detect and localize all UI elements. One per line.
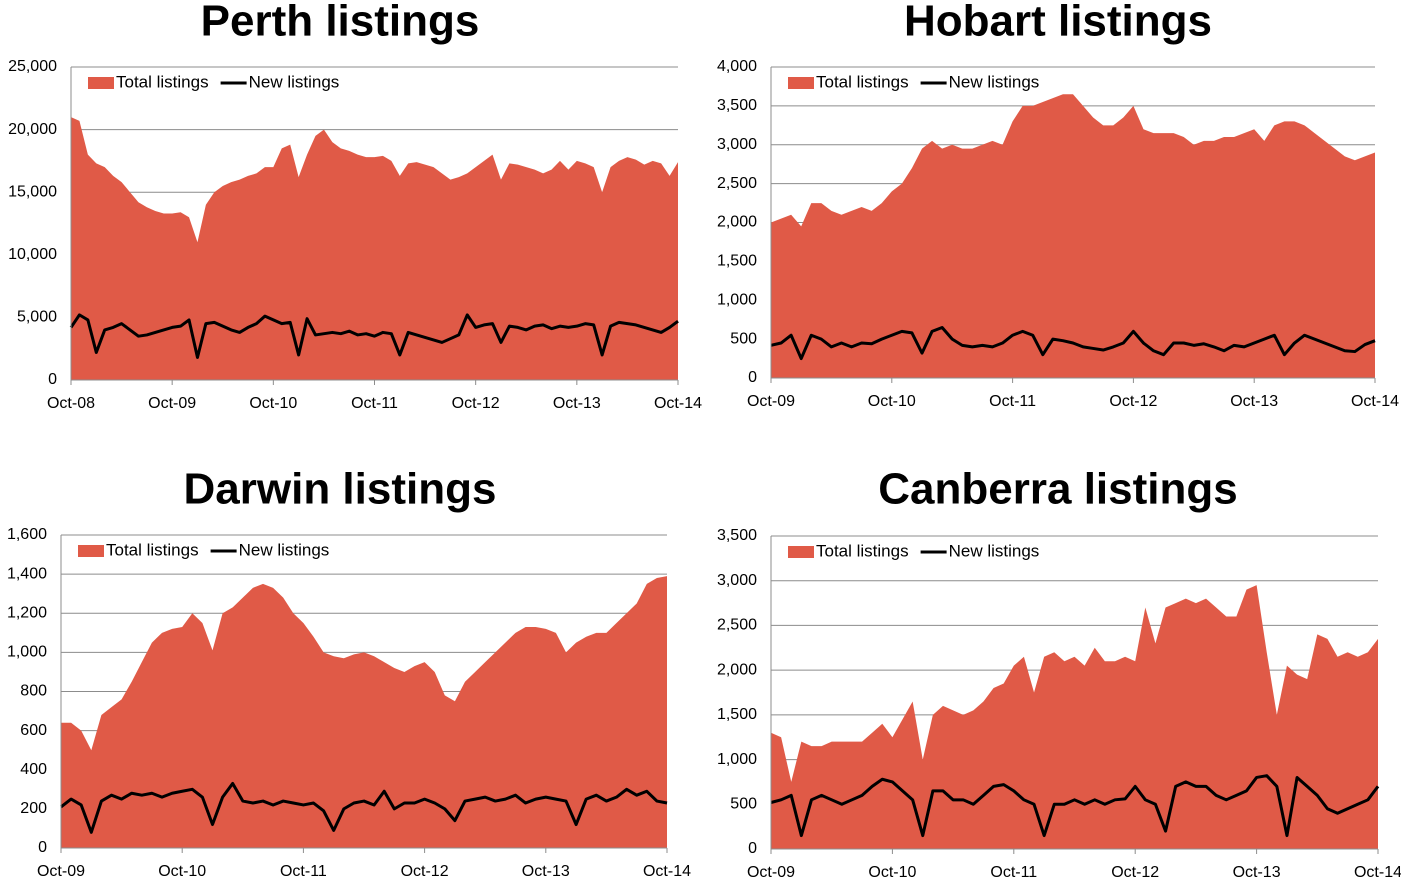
x-tick-label: Oct-11 bbox=[351, 395, 398, 412]
area bbox=[771, 94, 1375, 379]
legend-swatch bbox=[88, 77, 114, 89]
chart-title: Darwin listings bbox=[184, 465, 497, 514]
line bbox=[770, 774, 1380, 838]
y-tick-label: 1,500 bbox=[717, 253, 757, 270]
y-tick-label: 3,000 bbox=[717, 572, 757, 589]
x-tick-label: Oct-11 bbox=[280, 863, 327, 880]
legend-label: Total listings bbox=[816, 72, 909, 91]
panel: Darwin listings 0 200 400 600 800 1,000 1,200 1,… bbox=[7, 465, 691, 881]
y-tick-label: 3,000 bbox=[717, 136, 757, 153]
y-tick-label: 1,000 bbox=[717, 751, 757, 768]
y-tick-label: 1,400 bbox=[7, 565, 47, 582]
line bbox=[60, 781, 668, 834]
legend-label: Total listings bbox=[106, 540, 199, 559]
x-tick-label: Oct-14 bbox=[643, 863, 691, 880]
y-tick-label: 2,000 bbox=[717, 661, 757, 678]
x-tick-label: Oct-13 bbox=[522, 863, 570, 880]
x-tick-label: Oct-13 bbox=[1230, 393, 1278, 410]
x-tick-label: Oct-11 bbox=[989, 393, 1036, 410]
y-tick-label: 1,200 bbox=[7, 604, 47, 621]
panel: Canberra listings 0 500 1,000 1,500 2,000 2,50… bbox=[717, 465, 1401, 882]
x-tick-label: Oct-09 bbox=[747, 393, 795, 410]
chart-title: Perth listings bbox=[201, 0, 480, 46]
panel: Perth listings 0 5,000 10,000 15,000 20,000 25… bbox=[8, 0, 702, 412]
x-tick-label: Oct-14 bbox=[654, 395, 702, 412]
y-tick-label: 1,000 bbox=[7, 644, 47, 661]
y-tick-label: 3,500 bbox=[717, 97, 757, 114]
y-tick-label: 1,600 bbox=[7, 526, 47, 543]
legend-label: Total listings bbox=[816, 541, 909, 560]
y-tick-label: 1,500 bbox=[717, 706, 757, 723]
y-tick-label: 20,000 bbox=[8, 121, 57, 138]
legend-swatch bbox=[788, 77, 814, 89]
x-tick-label: Oct-12 bbox=[1109, 393, 1157, 410]
legend-label: New listings bbox=[239, 540, 330, 559]
legend-label: New listings bbox=[949, 72, 1040, 91]
x-tick-label: Oct-09 bbox=[37, 863, 85, 880]
x-tick-label: Oct-14 bbox=[1354, 864, 1401, 881]
y-tick-label: 0 bbox=[748, 369, 757, 386]
x-tick-label: Oct-14 bbox=[1351, 393, 1399, 410]
area bbox=[61, 576, 667, 848]
legend-swatch bbox=[78, 545, 104, 557]
x-tick-label: Oct-11 bbox=[990, 864, 1037, 881]
x-tick-label: Oct-08 bbox=[47, 395, 95, 412]
y-tick-label: 2,000 bbox=[717, 214, 757, 231]
line bbox=[69, 313, 679, 359]
y-tick-label: 1,000 bbox=[717, 291, 757, 308]
y-tick-label: 25,000 bbox=[8, 58, 57, 75]
chart-title: Canberra listings bbox=[878, 465, 1237, 514]
line bbox=[770, 325, 1376, 361]
x-tick-label: Oct-12 bbox=[1111, 864, 1159, 881]
y-tick-label: 500 bbox=[730, 796, 757, 813]
x-tick-label: Oct-12 bbox=[452, 395, 500, 412]
x-tick-label: Oct-13 bbox=[553, 395, 601, 412]
y-tick-label: 2,500 bbox=[717, 175, 757, 192]
y-tick-label: 0 bbox=[48, 371, 57, 388]
x-tick-label: Oct-10 bbox=[868, 864, 916, 881]
legend-label: New listings bbox=[949, 541, 1040, 560]
x-tick-label: Oct-09 bbox=[747, 864, 795, 881]
y-tick-label: 4,000 bbox=[717, 58, 757, 75]
x-tick-label: Oct-09 bbox=[148, 395, 196, 412]
legend-label: Total listings bbox=[116, 72, 209, 91]
area bbox=[71, 117, 678, 380]
y-tick-label: 3,500 bbox=[717, 527, 757, 544]
y-tick-label: 0 bbox=[748, 840, 757, 857]
x-tick-label: Oct-10 bbox=[249, 395, 297, 412]
y-tick-label: 400 bbox=[20, 761, 47, 778]
panel: Hobart listings 0 500 1,000 1,500 2,000 2,500 3… bbox=[717, 0, 1399, 410]
y-tick-label: 600 bbox=[20, 722, 47, 739]
y-tick-label: 15,000 bbox=[8, 183, 57, 200]
x-tick-label: Oct-10 bbox=[158, 863, 206, 880]
y-tick-label: 0 bbox=[38, 839, 47, 856]
x-tick-label: Oct-10 bbox=[868, 393, 916, 410]
x-tick-label: Oct-12 bbox=[401, 863, 449, 880]
y-tick-label: 2,500 bbox=[717, 617, 757, 634]
chart-title: Hobart listings bbox=[904, 0, 1212, 46]
x-tick-label: Oct-13 bbox=[1233, 864, 1281, 881]
area bbox=[771, 585, 1378, 849]
legend-label: New listings bbox=[249, 72, 340, 91]
y-tick-label: 10,000 bbox=[8, 246, 57, 263]
y-tick-label: 200 bbox=[20, 800, 47, 817]
legend-swatch bbox=[788, 546, 814, 558]
y-tick-label: 5,000 bbox=[17, 309, 57, 326]
y-tick-label: 500 bbox=[730, 330, 757, 347]
y-tick-label: 800 bbox=[20, 683, 47, 700]
